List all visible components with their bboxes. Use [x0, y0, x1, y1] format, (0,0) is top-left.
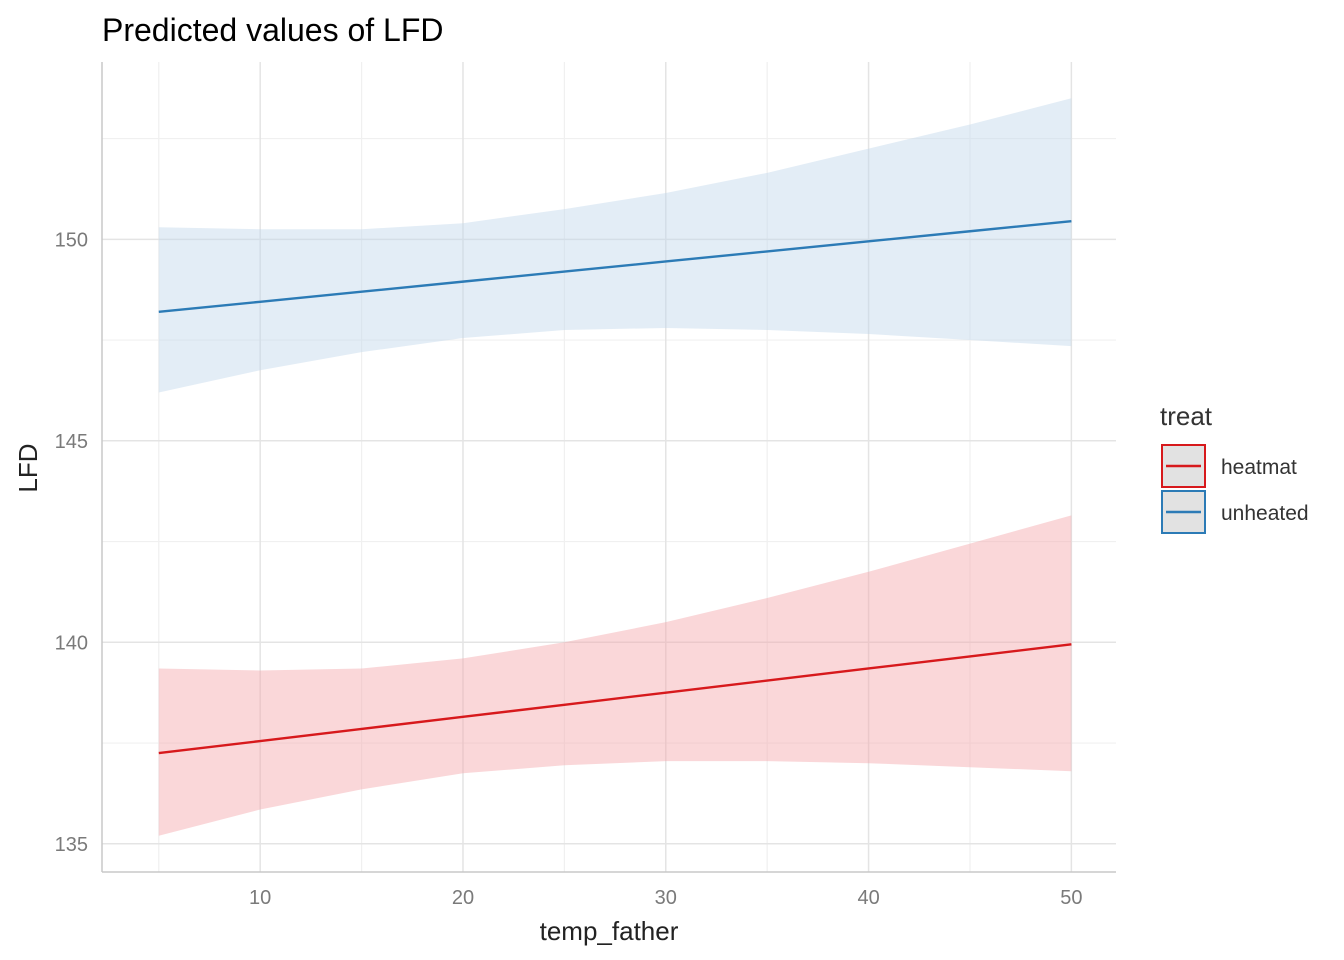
- y-tick-labels: 135 140 145 150: [55, 229, 88, 855]
- x-tick-label: 10: [249, 887, 271, 909]
- y-tick-label: 135: [55, 834, 88, 856]
- y-tick-label: 150: [55, 229, 88, 251]
- chart-title: Predicted values of LFD: [102, 12, 444, 48]
- ribbon-heatmat: [158, 515, 1072, 836]
- x-tick-labels: 10 20 30 40 50: [249, 887, 1082, 909]
- legend-title: treat: [1160, 401, 1213, 431]
- x-axis-title: temp_father: [540, 916, 679, 946]
- grid-lines: [102, 62, 1116, 872]
- legend: treat heatmat unheated: [1160, 401, 1309, 534]
- legend-label-heatmat: heatmat: [1221, 456, 1297, 479]
- legend-label-unheated: unheated: [1221, 502, 1309, 525]
- confidence-ribbons: [158, 98, 1072, 836]
- x-tick-label: 50: [1060, 887, 1082, 909]
- line-unheated: [158, 219, 1072, 314]
- line-heatmat: [158, 643, 1072, 755]
- x-tick-label: 40: [857, 887, 879, 909]
- y-axis-title: LFD: [13, 443, 43, 492]
- series-lines: [158, 219, 1072, 755]
- y-tick-label: 145: [55, 431, 88, 453]
- axes: [101, 62, 1116, 873]
- x-tick-label: 30: [655, 887, 677, 909]
- x-tick-label: 20: [452, 887, 474, 909]
- ribbon-unheated: [158, 98, 1072, 393]
- y-tick-label: 140: [55, 632, 88, 654]
